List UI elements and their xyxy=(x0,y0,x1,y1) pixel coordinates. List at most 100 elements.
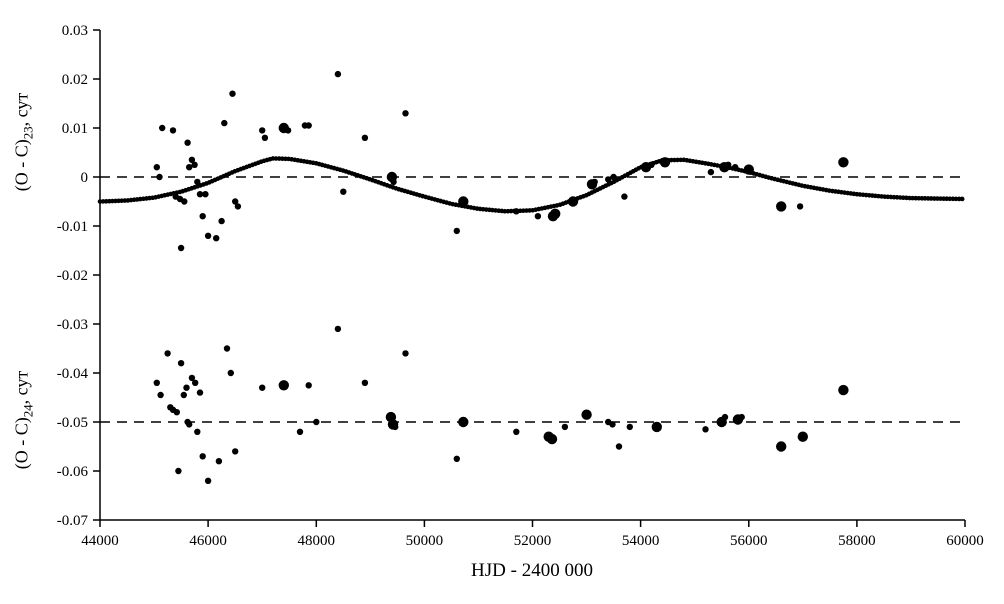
data-point xyxy=(229,90,236,97)
data-point xyxy=(284,127,292,134)
data-point xyxy=(259,127,266,134)
data-point xyxy=(305,122,312,129)
data-point xyxy=(278,380,289,391)
data-point xyxy=(609,421,616,428)
data-point xyxy=(561,423,569,431)
x-tick-label: 54000 xyxy=(622,533,660,549)
x-tick-label: 50000 xyxy=(406,533,444,549)
y-tick-label: -0.05 xyxy=(57,415,88,431)
data-point xyxy=(157,391,164,399)
data-point xyxy=(313,418,320,426)
data-point xyxy=(796,203,804,210)
data-point xyxy=(402,350,409,357)
y-axis-label-bottom: (O - C)24, сут xyxy=(12,371,37,470)
y-tick-label: -0.07 xyxy=(57,513,89,529)
data-point xyxy=(153,379,160,386)
data-point xyxy=(175,467,182,475)
data-point xyxy=(534,213,542,220)
data-point xyxy=(202,191,209,198)
data-point xyxy=(169,127,177,134)
data-point xyxy=(199,213,206,220)
y-axis-label-bottom-subscript: 24 xyxy=(20,404,36,418)
data-point xyxy=(402,110,409,117)
data-point xyxy=(453,227,460,235)
data-point xyxy=(334,70,342,78)
x-tick-label: 48000 xyxy=(298,533,336,549)
data-point xyxy=(196,389,204,396)
x-tick-label: 56000 xyxy=(730,533,768,549)
y-axis-label-bottom-suffix: , сут xyxy=(11,370,32,405)
y-axis-label-bottom-prefix: (O - C) xyxy=(11,417,32,470)
data-point xyxy=(218,217,225,225)
data-point xyxy=(223,345,231,352)
x-tick-label: 44000 xyxy=(81,533,119,549)
y-axis-label-top-suffix: , сут xyxy=(11,92,32,127)
x-tick-label: 52000 xyxy=(514,533,552,549)
data-point xyxy=(721,413,729,421)
data-point xyxy=(204,232,212,239)
data-point xyxy=(180,391,187,399)
data-point xyxy=(184,139,191,146)
data-point xyxy=(192,379,199,386)
data-point xyxy=(776,201,787,212)
fit-curve xyxy=(97,156,968,214)
data-point xyxy=(261,134,269,141)
data-point xyxy=(194,428,201,435)
y-tick-label: 0.01 xyxy=(62,121,88,137)
data-point xyxy=(156,173,163,181)
data-point xyxy=(204,477,212,484)
x-tick-label: 60000 xyxy=(946,533,984,549)
data-point xyxy=(194,178,201,186)
x-tick-label: 58000 xyxy=(838,533,876,549)
y-tick-label: -0.02 xyxy=(57,268,88,284)
data-point xyxy=(392,423,399,431)
y-tick-label: -0.04 xyxy=(57,366,89,382)
data-point xyxy=(340,188,347,195)
y-tick-label: 0.02 xyxy=(62,72,88,88)
data-point xyxy=(173,409,180,416)
data-point xyxy=(725,161,732,168)
y-axis-label-top: (O - C)23, сут xyxy=(12,93,37,192)
data-point xyxy=(648,161,655,168)
data-point xyxy=(361,134,369,141)
data-point xyxy=(296,428,304,435)
data-point xyxy=(591,178,598,186)
x-tick-label: 46000 xyxy=(189,533,227,549)
data-point xyxy=(232,448,239,455)
y-axis-label-top-prefix: (O - C) xyxy=(11,139,32,192)
data-point xyxy=(159,124,166,132)
data-point xyxy=(651,421,662,433)
y-tick-label: 0.03 xyxy=(62,23,88,39)
data-point xyxy=(732,164,739,171)
data-point xyxy=(581,409,592,420)
data-point xyxy=(610,173,617,181)
data-point xyxy=(186,421,193,428)
data-point xyxy=(215,458,223,465)
data-point xyxy=(838,157,849,168)
data-point xyxy=(191,161,198,168)
data-point xyxy=(458,196,469,207)
data-point xyxy=(615,443,623,450)
data-point xyxy=(188,374,196,382)
data-point xyxy=(743,164,754,175)
data-point xyxy=(605,176,612,183)
data-point xyxy=(164,350,171,357)
data-point xyxy=(234,203,242,210)
data-point xyxy=(550,208,561,219)
data-point xyxy=(177,244,185,252)
data-point xyxy=(259,384,266,391)
data-point xyxy=(361,379,369,386)
data-point xyxy=(183,384,190,391)
data-point xyxy=(567,196,579,207)
data-point xyxy=(334,325,342,333)
data-point xyxy=(232,198,239,205)
data-point xyxy=(453,455,460,462)
data-point xyxy=(707,168,715,176)
data-point xyxy=(458,416,469,428)
y-tick-label: -0.03 xyxy=(57,317,88,333)
data-point xyxy=(621,193,628,200)
data-point xyxy=(702,426,709,433)
data-point xyxy=(186,164,193,171)
